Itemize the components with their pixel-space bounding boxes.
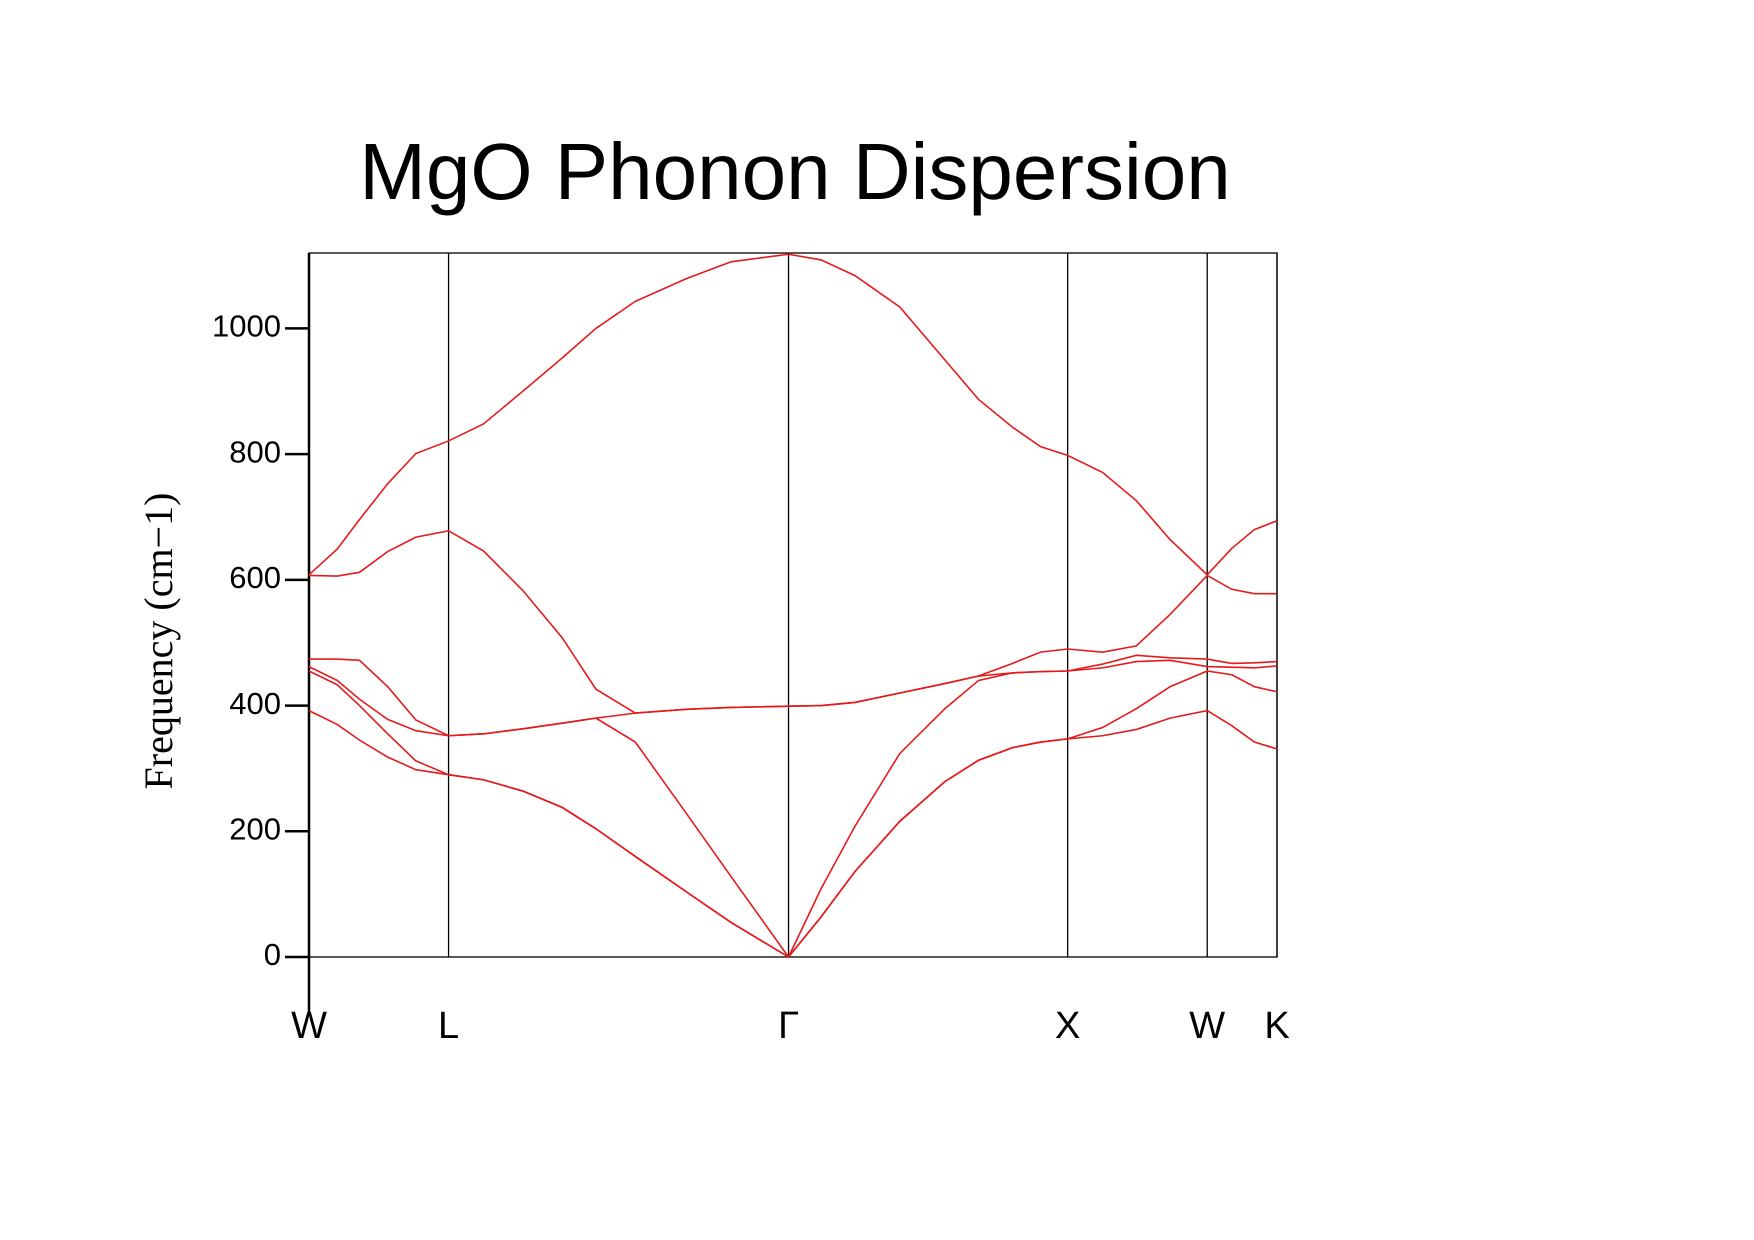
x-tick-label: Γ — [778, 1005, 799, 1047]
band-line — [308, 529, 1277, 714]
x-tick-label: X — [1055, 1005, 1080, 1047]
x-tick-label: L — [438, 1005, 459, 1047]
band-line — [308, 670, 1278, 959]
chart-title: MgO Phonon Dispersion — [359, 127, 1231, 216]
y-tick-label: 200 — [229, 811, 281, 846]
band-line — [308, 709, 1278, 959]
y-axis-label: Frequency (cm−1) — [136, 493, 181, 790]
x-tick-label: W — [1189, 1005, 1225, 1047]
y-tick-label: 800 — [229, 434, 281, 469]
y-tick-label: 1000 — [212, 309, 281, 344]
band-line — [309, 654, 1278, 737]
band-line — [308, 253, 1278, 576]
y-tick-label: 0 — [264, 937, 281, 972]
x-tick-label: W — [291, 1005, 327, 1047]
band-line — [308, 659, 1278, 959]
plot-frame — [308, 252, 1278, 958]
x-tick-label: K — [1264, 1005, 1289, 1047]
y-tick-label: 600 — [229, 560, 281, 595]
y-tick-label: 400 — [229, 686, 281, 721]
